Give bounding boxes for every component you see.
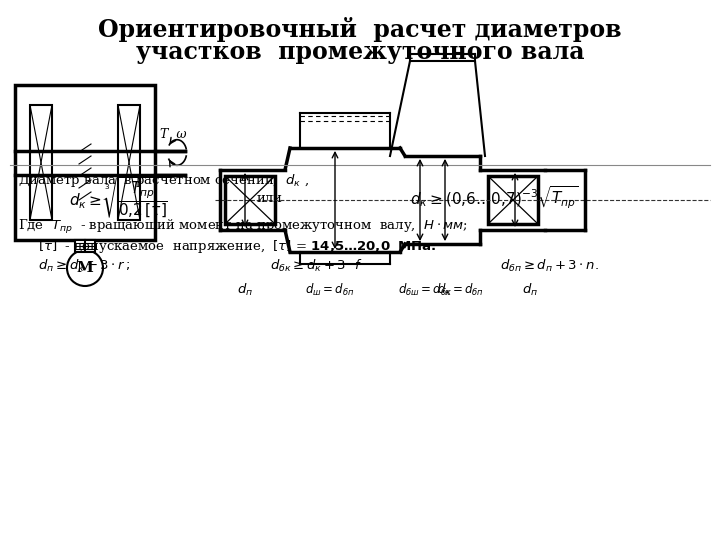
- Bar: [15, 85, 155, 240]
- Text: M: M: [76, 261, 94, 275]
- Text: Где  $T_{пр}$  - вращающий момент на промежуточном  валу,  $H \cdot мм$;: Где $T_{пр}$ - вращающий момент на проме…: [18, 218, 468, 236]
- Bar: [118, 105, 140, 220]
- Text: T  ω: T ω: [160, 128, 186, 141]
- Text: Диаметр вала  в расчетном сечении,  $d_{к}$ ,: Диаметр вала в расчетном сечении, $d_{к}…: [18, 172, 309, 189]
- Text: $d_{ш} = d_{бп}$: $d_{ш} = d_{бп}$: [305, 282, 355, 298]
- Text: Ориентировочный  расчет диаметров: Ориентировочный расчет диаметров: [98, 17, 622, 43]
- Text: $d_{бш} = d_{бк}$: $d_{бш} = d_{бк}$: [398, 282, 452, 298]
- Bar: [225, 176, 275, 224]
- Text: $[\tau]$  - допускаемое  напряжение,  $[\tau]$ = $\mathbf{14{,}5 \ldots 20{,}0}$: $[\tau]$ - допускаемое напряжение, $[\ta…: [38, 238, 436, 255]
- Text: или: или: [257, 192, 283, 205]
- Text: $d_{п}$: $d_{п}$: [522, 282, 538, 298]
- Text: $d_{к} \geq \sqrt[3]{\dfrac{T_{пр}}{0{,}2\,[\tau]}}$: $d_{к} \geq \sqrt[3]{\dfrac{T_{пр}}{0{,}…: [68, 176, 171, 220]
- Text: $d_{к} = d_{бп}$: $d_{к} = d_{бп}$: [436, 282, 483, 298]
- Bar: [75, 240, 95, 252]
- Bar: [30, 105, 52, 220]
- Text: $d_{п}$: $d_{п}$: [237, 282, 253, 298]
- Text: $d_{бп} \geq d_{п} + 3 \cdot n.$: $d_{бп} \geq d_{п} + 3 \cdot n.$: [500, 258, 599, 274]
- Text: участков  промежуточного вала: участков промежуточного вала: [136, 40, 584, 64]
- Text: $d_{п} \geq d_{к} - 3 \cdot r\,;$: $d_{п} \geq d_{к} - 3 \cdot r\,;$: [38, 258, 130, 274]
- Text: $d_{бк} \geq d_{к} + 3 \cdot f$: $d_{бк} \geq d_{к} + 3 \cdot f$: [270, 258, 363, 274]
- Text: $d_{к} \geq (0{,}6 \ldots 0{,}7)^{-3}\sqrt{T_{пр}}$: $d_{к} \geq (0{,}6 \ldots 0{,}7)^{-3}\sq…: [410, 185, 579, 211]
- Bar: [488, 176, 538, 224]
